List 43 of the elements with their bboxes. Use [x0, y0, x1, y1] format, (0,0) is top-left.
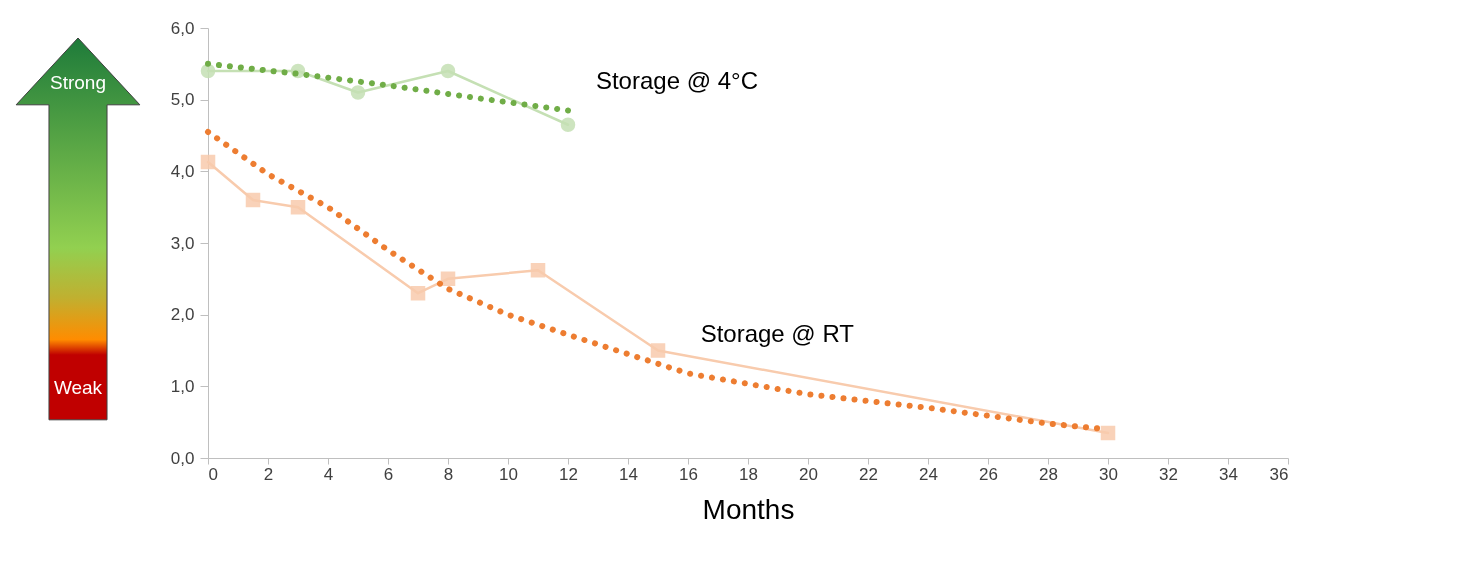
- x-tick-label: 12: [559, 464, 578, 484]
- x-tick-label: 8: [443, 464, 454, 484]
- point: [200, 154, 216, 170]
- y-tick-label: 0,0: [170, 448, 195, 468]
- text: Weak: [53, 377, 103, 398]
- y-tick-label: 2,0: [170, 305, 195, 325]
- x-tick-label: 32: [1159, 464, 1178, 484]
- x-tick-label: 28: [1039, 464, 1058, 484]
- point: [200, 63, 216, 79]
- x-tick-label: 0: [208, 464, 218, 484]
- y-tick-label: 6,0: [170, 18, 195, 38]
- y-tick-label: 1,0: [170, 376, 195, 396]
- x-tick-label: 18: [739, 464, 758, 484]
- x-tick-label: 6: [383, 464, 394, 484]
- point: [440, 63, 456, 79]
- text: Strong: [50, 72, 106, 94]
- x-tick-label: 16: [679, 464, 698, 484]
- x-tick-label: 36: [1269, 464, 1289, 484]
- point: [290, 199, 306, 215]
- series-label: Storage @ RT: [700, 320, 855, 347]
- point: [530, 262, 546, 278]
- x-axis-title: Months: [702, 493, 795, 525]
- point: [1100, 425, 1116, 441]
- point: [560, 117, 576, 133]
- point: [350, 85, 366, 100]
- y-tick-label: 5,0: [170, 90, 195, 110]
- y-tick-label: 4,0: [170, 161, 195, 181]
- point: [410, 285, 426, 301]
- x-tick-label: 22: [859, 464, 878, 484]
- x-tick-label: 24: [919, 464, 938, 484]
- series-label: Storage @ 4°C: [595, 67, 758, 94]
- x-tick-label: 2: [263, 464, 274, 484]
- point: [245, 192, 261, 208]
- x-tick-label: 4: [323, 464, 334, 484]
- y-tick-label: 3,0: [170, 233, 195, 253]
- x-tick-label: 30: [1099, 464, 1118, 484]
- x-tick-label: 14: [619, 464, 638, 484]
- point: [440, 271, 456, 287]
- x-tick-label: 34: [1219, 464, 1238, 484]
- x-tick-label: 10: [499, 464, 518, 484]
- x-tick-label: 26: [979, 464, 998, 484]
- x-tick-label: 20: [799, 464, 818, 484]
- point: [650, 343, 666, 358]
